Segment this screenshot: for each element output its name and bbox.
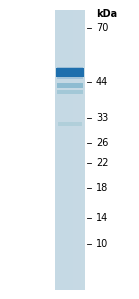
Text: 10: 10 [96, 239, 108, 249]
Bar [58, 122, 82, 126]
Bar [71, 10, 72, 290]
Bar [81, 10, 82, 290]
Bar [57, 77, 83, 79]
Bar [69, 10, 70, 290]
Bar [77, 10, 78, 290]
Bar [55, 10, 56, 290]
Bar [55, 10, 85, 290]
Bar [61, 10, 62, 290]
Text: kDa: kDa [96, 9, 117, 19]
Bar [73, 10, 74, 290]
Bar [74, 10, 75, 290]
Bar [67, 10, 68, 290]
Bar [66, 10, 67, 290]
Bar [64, 10, 65, 290]
Bar [78, 10, 79, 290]
Bar [72, 10, 73, 290]
Bar [62, 10, 63, 290]
Text: 14: 14 [96, 213, 108, 223]
Bar [58, 10, 59, 290]
Bar [75, 10, 76, 290]
Text: 44: 44 [96, 77, 108, 87]
Bar [80, 10, 81, 290]
Bar [82, 10, 83, 290]
Text: 18: 18 [96, 183, 108, 193]
Text: 22: 22 [96, 158, 109, 168]
Bar [59, 10, 60, 290]
Text: 33: 33 [96, 113, 108, 123]
Bar [57, 83, 83, 88]
Text: 70: 70 [96, 23, 108, 33]
Bar [57, 67, 83, 69]
Bar [76, 10, 77, 290]
Bar [65, 10, 66, 290]
Bar [57, 10, 58, 290]
Bar [63, 10, 64, 290]
Bar [56, 10, 57, 290]
Bar [60, 10, 61, 290]
Text: 26: 26 [96, 138, 108, 148]
Bar [84, 10, 85, 290]
Bar [79, 10, 80, 290]
Bar [70, 10, 71, 290]
Bar [57, 90, 83, 94]
Bar [56, 68, 84, 77]
Bar [68, 10, 69, 290]
Bar [83, 10, 84, 290]
